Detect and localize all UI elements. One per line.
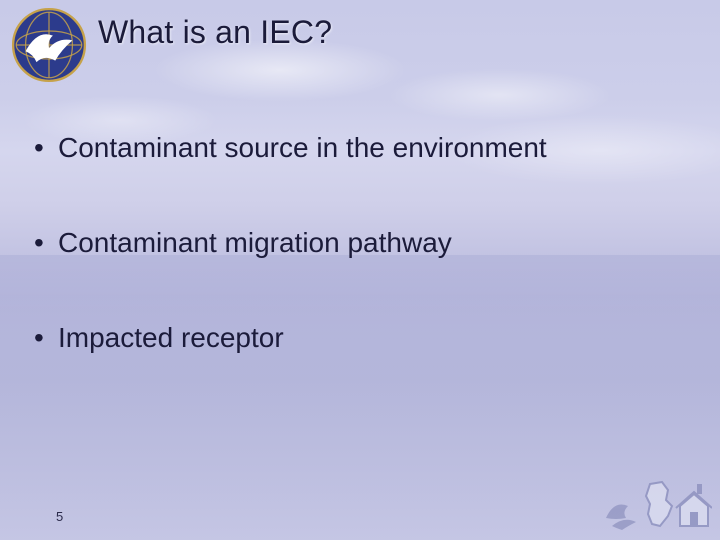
slide-title: What is an IEC? — [98, 14, 332, 51]
slide: What is an IEC? Contaminant source in th… — [0, 0, 720, 540]
slide-body: Contaminant source in the environment Co… — [30, 130, 680, 415]
bullet-item: Impacted receptor — [30, 320, 680, 355]
footer-graphic-icon — [602, 476, 712, 534]
org-logo-icon — [10, 6, 88, 84]
page-number: 5 — [56, 509, 63, 524]
bullet-item: Contaminant migration pathway — [30, 225, 680, 260]
bullet-item: Contaminant source in the environment — [30, 130, 680, 165]
